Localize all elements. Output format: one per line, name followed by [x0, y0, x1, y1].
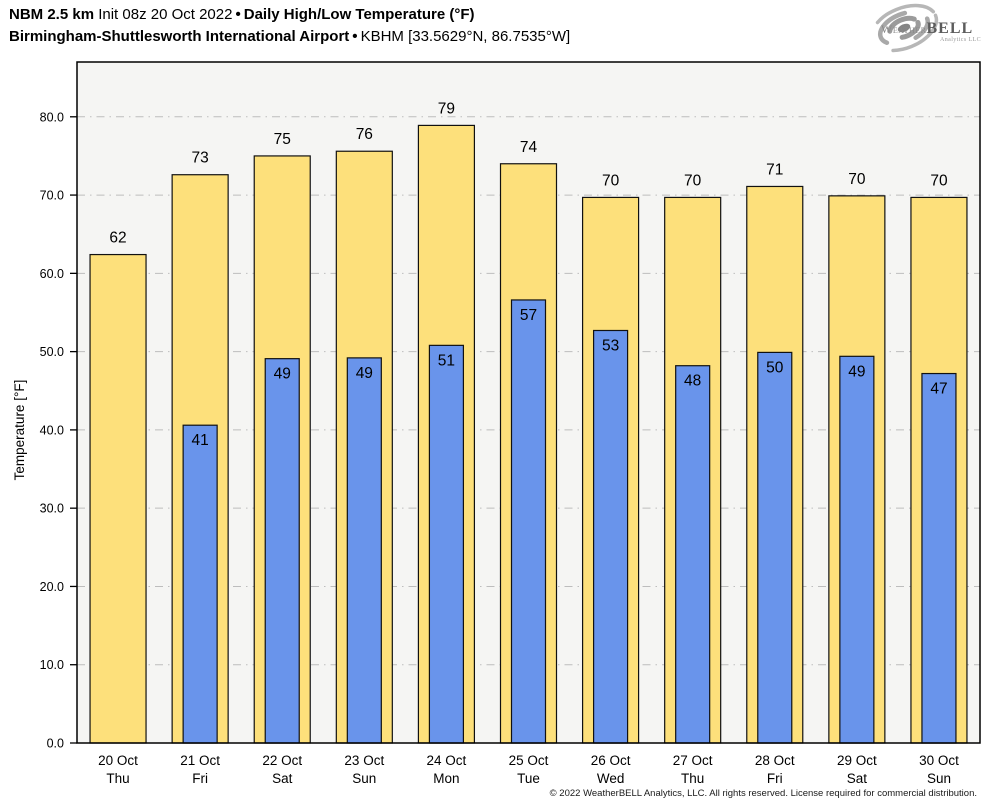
page-title-line2: Birmingham-Shuttlesworth International A… [9, 26, 570, 48]
low-value-label: 51 [438, 352, 455, 369]
y-axis-tick-label: 0.0 [47, 737, 64, 751]
weatherbell-logo-swirl-icon [869, 3, 939, 53]
x-axis-date-label: 23 Oct [344, 753, 384, 768]
x-axis-day-label: Thu [681, 771, 704, 786]
low-bar [428, 344, 465, 744]
low-bar [510, 299, 547, 744]
weatherbell-logo: WeatherBELL Analytics LLC [866, 1, 982, 55]
x-axis-day-label: Fri [767, 771, 783, 786]
low-value-label: 48 [684, 373, 701, 390]
low-value-label: 53 [602, 337, 619, 354]
logo-bell-text: BELL [926, 20, 974, 37]
high-value-label: 79 [438, 100, 455, 117]
model-name: NBM 2.5 km [9, 6, 95, 23]
low-value-label: 41 [192, 432, 209, 449]
low-bar [921, 372, 957, 744]
title-separator-2: • [352, 28, 358, 45]
low-value-label: 49 [848, 363, 865, 380]
chart-header: NBM 2.5 km Init 08z 20 Oct 2022 • Daily Hi… [9, 4, 570, 48]
x-axis-date-label: 20 Oct [98, 753, 138, 768]
low-bar [346, 357, 382, 744]
high-value-label: 71 [766, 161, 783, 178]
y-axis-tick-label: 10.0 [40, 658, 64, 672]
low-value-label: 50 [766, 359, 784, 376]
x-axis-date-label: 22 Oct [262, 753, 302, 768]
x-axis-day-label: Thu [106, 771, 129, 786]
high-value-label: 74 [520, 139, 538, 156]
low-bar [675, 365, 711, 744]
high-value-label: 70 [930, 172, 948, 189]
product-name: Daily High/Low Temperature (°F) [243, 6, 475, 23]
x-axis-day-label: Wed [597, 771, 625, 786]
high-bar [89, 253, 147, 744]
y-axis-tick-label: 20.0 [40, 580, 64, 594]
low-bar [182, 424, 218, 744]
low-value-label: 47 [930, 381, 947, 398]
low-bar [757, 351, 793, 744]
y-axis-tick-label: 60.0 [40, 267, 64, 281]
station-name: Birmingham-Shuttlesworth International A… [9, 28, 350, 45]
x-axis-date-label: 24 Oct [427, 753, 467, 768]
high-value-label: 75 [274, 131, 291, 148]
high-value-label: 70 [684, 172, 702, 189]
weatherbell-logo-text: WeatherBELL [881, 20, 973, 38]
y-axis-tick-label: 80.0 [40, 110, 64, 124]
high-value-label: 62 [109, 230, 126, 247]
y-axis-title: Temperature [°F] [12, 380, 27, 481]
low-bar [839, 355, 875, 744]
plot-border [76, 61, 981, 744]
y-axis-tick-label: 30.0 [40, 502, 64, 516]
page-title-line1: NBM 2.5 km Init 08z 20 Oct 2022 • Daily Hi… [9, 4, 570, 26]
x-axis-day-label: Mon [433, 771, 459, 786]
x-axis-date-label: 27 Oct [673, 753, 713, 768]
x-axis-day-label: Fri [192, 771, 208, 786]
x-axis-date-label: 29 Oct [837, 753, 877, 768]
x-axis-day-label: Sun [927, 771, 951, 786]
x-axis-date-label: 25 Oct [509, 753, 549, 768]
high-value-label: 76 [356, 126, 373, 143]
x-axis-day-label: Sat [272, 771, 293, 786]
high-value-label: 70 [602, 172, 620, 189]
title-separator-1: • [235, 6, 241, 23]
low-bar [264, 358, 300, 744]
low-value-label: 49 [356, 365, 373, 382]
x-axis-date-label: 21 Oct [180, 753, 220, 768]
x-axis-day-label: Tue [517, 771, 540, 786]
low-value-label: 49 [274, 366, 291, 383]
y-axis-tick-label: 50.0 [40, 345, 64, 359]
x-axis-date-label: 28 Oct [755, 753, 795, 768]
low-bar [592, 329, 629, 744]
x-axis-day-label: Sat [847, 771, 868, 786]
init-time: Init 08z 20 Oct 2022 [98, 6, 233, 23]
station-meta: KBHM [33.5629°N, 86.7535°W] [360, 28, 571, 45]
high-value-label: 73 [192, 150, 209, 167]
x-axis-day-label: Sun [352, 771, 376, 786]
x-axis-date-label: 26 Oct [591, 753, 631, 768]
logo-weather-text: Weather [881, 22, 927, 36]
low-value-label: 57 [520, 307, 537, 324]
y-axis-tick-label: 40.0 [40, 423, 64, 437]
x-axis-date-label: 30 Oct [919, 753, 959, 768]
y-axis-tick-label: 70.0 [40, 189, 64, 203]
high-value-label: 70 [848, 171, 866, 188]
logo-analytics-text: Analytics LLC [940, 37, 982, 43]
copyright-text: © 2022 WeatherBELL Analytics, LLC. All r… [549, 788, 977, 799]
